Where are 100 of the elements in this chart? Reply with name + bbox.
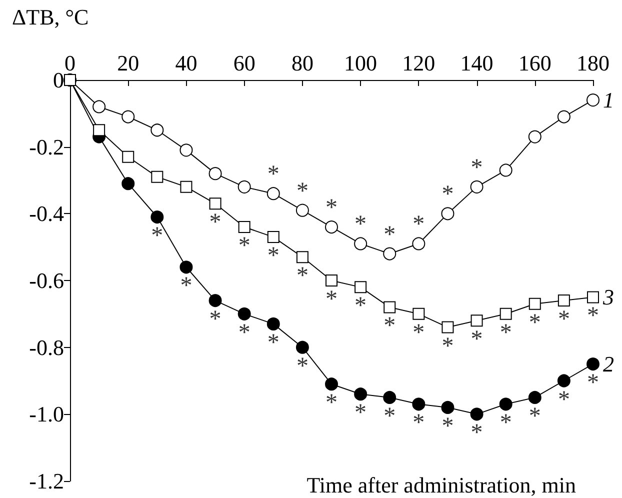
point [180, 260, 193, 274]
point [528, 298, 541, 310]
y-tick-label: -1.0 [29, 402, 64, 427]
annotation: * [470, 420, 483, 446]
annotation: * [587, 303, 599, 330]
point [442, 321, 454, 334]
y-tick-label: -1.2 [29, 468, 64, 494]
point [238, 221, 250, 234]
annotation: * [412, 410, 425, 436]
x-tick-label: 100 [344, 50, 378, 76]
point [180, 144, 193, 157]
annotation: * [500, 410, 512, 436]
x-tick-label: 180 [576, 50, 610, 76]
annotation: * [384, 313, 396, 340]
point [208, 294, 222, 308]
point [180, 180, 192, 193]
annotation: * [296, 353, 308, 380]
x-tick-label: 60 [233, 50, 256, 76]
annotation: * [470, 154, 483, 181]
point [296, 340, 309, 354]
y-tick-label: -0.8 [29, 334, 64, 360]
annotation: * [296, 178, 308, 204]
point [441, 207, 454, 220]
annotation: * [384, 403, 396, 430]
point [470, 314, 483, 327]
point [412, 398, 426, 411]
annotation: * [180, 273, 192, 300]
series-label: 1 [603, 88, 614, 113]
y-tick-label: -0.6 [29, 268, 64, 293]
annotation: * [354, 293, 367, 320]
point [150, 210, 164, 224]
annotation: * [209, 210, 222, 236]
point [122, 177, 135, 190]
point [122, 110, 135, 124]
annotation: * [326, 195, 338, 222]
annotation: * [442, 413, 454, 440]
point [470, 408, 484, 421]
point [92, 100, 106, 114]
point [296, 251, 308, 264]
annotation: * [238, 320, 250, 346]
point [354, 281, 367, 294]
y-axis-title: ΔTB, °C [12, 4, 89, 30]
point [238, 180, 251, 194]
x-axis-title: Time after administration, min [306, 472, 576, 498]
point [266, 317, 280, 330]
y-tick-label: -0.4 [29, 201, 64, 226]
annotation: * [442, 333, 454, 360]
annotation: * [587, 370, 599, 396]
point [586, 358, 600, 371]
point [499, 398, 512, 411]
point [412, 237, 426, 250]
x-tick-label: 160 [518, 50, 552, 76]
annotation: * [384, 222, 396, 248]
point [266, 187, 280, 200]
annotation: * [326, 390, 338, 416]
x-tick-label: 40 [175, 50, 198, 76]
annotation: * [267, 330, 280, 356]
annotation: * [528, 403, 541, 430]
annotation: * [412, 320, 425, 346]
point [383, 390, 396, 404]
y-tick-label: 0 [53, 68, 64, 92]
annotation: * [151, 223, 164, 250]
point [122, 150, 134, 163]
annotation: * [326, 286, 338, 312]
annotation: * [296, 263, 308, 290]
annotation: * [267, 162, 280, 188]
point [354, 237, 368, 250]
point [528, 130, 542, 144]
annotation: * [412, 212, 425, 238]
point [354, 388, 368, 401]
annotation: * [528, 310, 541, 336]
series-label: 3 [602, 284, 614, 310]
annotation: * [354, 400, 367, 426]
x-tick-label: 80 [291, 50, 314, 76]
point [267, 231, 280, 244]
point [528, 390, 542, 404]
point [470, 180, 484, 194]
series-label: 2 [603, 352, 614, 377]
annotation: * [558, 306, 570, 333]
point [151, 170, 164, 183]
point [150, 124, 164, 137]
point [557, 110, 570, 124]
annotation: * [500, 320, 512, 346]
point [325, 220, 338, 234]
point [384, 301, 396, 314]
point [238, 307, 251, 320]
annotation: * [267, 243, 280, 270]
point [586, 94, 600, 107]
point [558, 294, 570, 307]
point [93, 124, 106, 136]
annotation: * [238, 233, 250, 260]
point [412, 308, 425, 320]
point [383, 247, 396, 260]
y-tick-label: -0.2 [29, 134, 64, 160]
annotation: * [354, 212, 367, 238]
x-tick-label: 20 [117, 50, 140, 76]
point [557, 374, 570, 388]
point [209, 198, 222, 210]
point [441, 400, 454, 414]
point [296, 204, 309, 217]
